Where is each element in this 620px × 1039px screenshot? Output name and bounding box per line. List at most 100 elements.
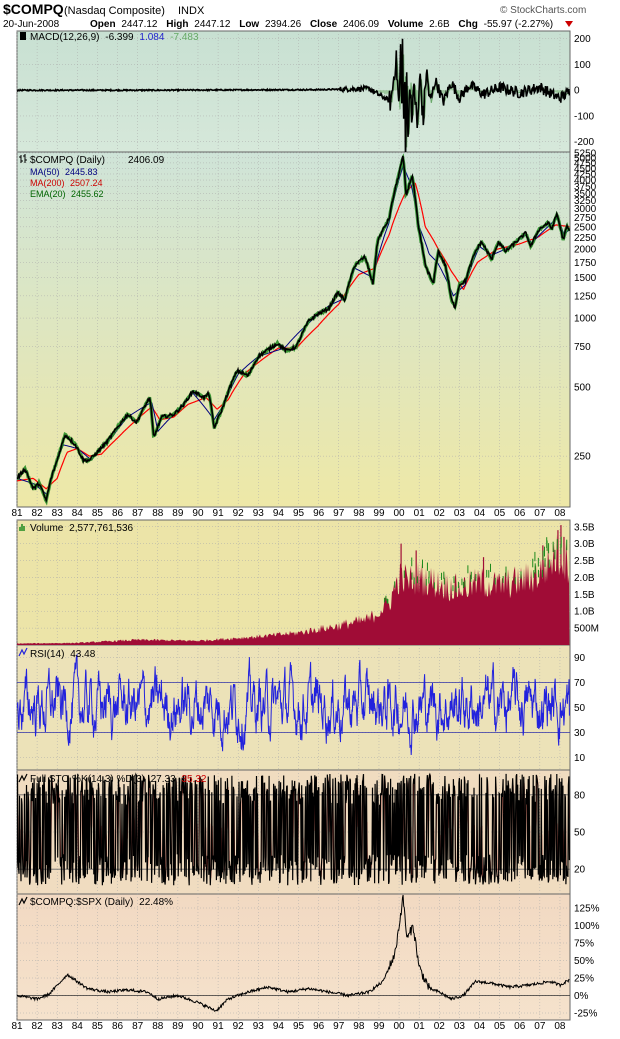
relative-y-tick-label: 0% [574,991,589,1002]
volume-y-tick-label: 2.5B [574,556,595,567]
volume-y-tick-label: 1.5B [574,590,595,601]
price-line [17,155,570,504]
x-tick-label: 89 [172,508,184,519]
sto-k-line [17,772,570,886]
chart-exchange: INDX [178,5,205,17]
macd-panel [16,30,571,153]
rsi-y-tick-label: 50 [574,703,586,714]
relative-label: $COMPQ:$SPX (Daily) [30,897,133,908]
macd-label: MACD(12,26,9) [30,32,99,43]
macd-value: -6.399 [105,32,134,43]
relative-series [17,894,570,1012]
volume-value: 2.6B [429,19,450,30]
price-y-tick-label: 5000 [574,153,597,164]
svg-text:Open 2447.12 High: Open 2447.12 High 2447.12 Low 2394.26 Cl… [90,19,553,30]
x-tick-label: 01 [414,508,426,519]
x-tick-label: 90 [192,508,204,519]
volume-y-tick-label: 3.0B [574,539,595,550]
x-tick-label: 88 [152,508,164,519]
macd-y-tick-label: 0 [574,86,580,97]
x-tick-label: 99 [373,1021,385,1032]
price-y-tick-label: 3750 [574,182,597,193]
price-legend: $COMPQ (Daily) 2406.09 MA(50) 2445.83 MA… [19,154,165,199]
x-tick-label: 84 [72,1021,84,1032]
price-y-tick-label: 1750 [574,258,597,269]
relative-y-tick-label: -25% [574,1009,597,1020]
price-y-tick-label: 750 [574,342,591,353]
price-label: $COMPQ (Daily) [30,155,105,166]
price-y-tick-label: 4250 [574,169,597,180]
price-y-tick-label: 1250 [574,291,597,302]
macd-histogram-value: -7.483 [170,32,199,43]
relative-line [17,894,570,1012]
price-y-tick-label: 500 [574,383,591,394]
relative-y-tick-label: 125% [574,904,600,915]
rsi-series [17,653,570,756]
volume-label: Volume [30,523,64,534]
x-tick-label: 87 [132,1021,144,1032]
macd-legend: MACD(12,26,9) -6.399 1.084 -7.483 [20,32,199,43]
price-y-tick-label: 1000 [574,314,597,325]
rsi-line [17,653,570,756]
x-tick-label: 97 [333,1021,345,1032]
x-tick-label: 06 [514,508,526,519]
sto-d-last: 35.32 [181,774,206,785]
relative-y-tick-label: 25% [574,974,594,985]
x-tick-label: 92 [233,1021,245,1032]
svg-text:MA(200) 2507.24: MA(200) 2507.24 [30,178,103,188]
price-last: 2406.09 [128,155,165,166]
relative-last: 22.48% [139,897,173,908]
x-tick-label: 94 [273,508,285,519]
rsi-legend: RSI(14) 43.48 [18,647,96,660]
sto-legend: Full STO %K(14,3) %D(3) 27.33 35.32 [18,773,207,785]
price-y-tick-label: 4750 [574,158,597,169]
ma200-label: MA(200) [30,178,65,188]
x-tick-label: 85 [92,508,104,519]
svg-text:MACD(12,26,9) -6.399: MACD(12,26,9) -6.399 1.084 -7.483 [30,32,199,43]
sto-y-tick-label: 50 [574,828,586,839]
ma200-value: 2507.24 [70,178,103,188]
price-y-tick-label: 3000 [574,204,597,215]
macd-signal-value: 1.084 [139,32,164,43]
x-tick-label: 08 [554,508,566,519]
x-tick-label: 90 [192,1021,204,1032]
low-value: 2394.26 [265,19,302,30]
x-tick-label: 05 [494,1021,506,1032]
price-y-tick-label: 2750 [574,213,597,224]
chg-value: -55.97 (-2.27%) [484,19,553,30]
x-tick-label: 86 [112,1021,124,1032]
x-tick-label: 83 [52,508,64,519]
price-y-tick-label: 3500 [574,189,597,200]
price-y-tick-label: 5250 [574,148,597,159]
x-tick-label: 07 [534,508,546,519]
rsi-last: 43.48 [70,649,95,660]
x-tick-label: 99 [373,508,385,519]
ma50-label: MA(50) [30,167,60,177]
x-tick-label: 00 [394,1021,406,1032]
x-tick-label: 02 [434,1021,446,1032]
sto-y-tick-label: 20 [574,865,586,876]
volume-legend: Volume 2,577,761,536 [19,523,134,534]
x-tick-label: 01 [414,1021,426,1032]
x-tick-label: 07 [534,1021,546,1032]
x-tick-label: 93 [253,508,265,519]
x-tick-label: 95 [293,508,305,519]
x-tick-label: 96 [313,508,325,519]
close-value: 2406.09 [343,19,380,30]
volume-y-tick-label: 1.0B [574,607,595,618]
volume-series [17,525,570,645]
x-tick-label: 88 [152,1021,164,1032]
down-arrow-icon [565,21,573,27]
volume-last: 2,577,761,536 [69,523,133,534]
sto-y-tick-label: 80 [574,790,586,801]
volume-y-tick-label: 3.5B [574,522,595,533]
x-tick-label: 83 [52,1021,64,1032]
x-tick-label: 81 [11,1021,23,1032]
ema20-label: EMA(20) [30,189,66,199]
x-tick-label: 93 [253,1021,265,1032]
price-y-tick-label: 4500 [574,164,597,175]
svg-text:Full STO %K(14,3) %D(3): Full STO %K(14,3) %D(3) 27.33 35.32 [30,774,207,785]
price-y-tick-label: 2250 [574,233,597,244]
